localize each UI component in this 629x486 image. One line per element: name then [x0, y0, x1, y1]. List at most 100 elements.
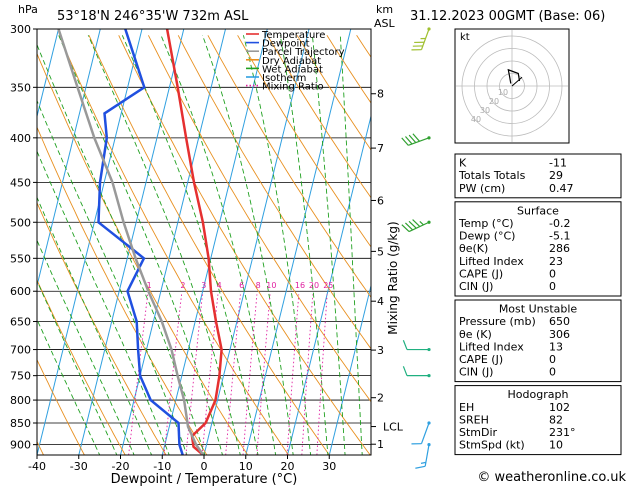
- mixing-ratio-label: 8: [256, 281, 261, 290]
- x-tick-label: -40: [28, 460, 46, 473]
- legend-label: Wet Adiabat: [262, 64, 323, 75]
- legend-label: Temperature: [261, 30, 325, 41]
- wet-adiabat-line: [121, 35, 259, 455]
- km-tick-label: 2: [377, 392, 384, 405]
- hodograph-trace: [507, 68, 521, 84]
- barb-dot: [427, 443, 431, 447]
- dry-adiabat-line: [58, 35, 289, 455]
- wind-barb: [411, 421, 431, 445]
- index-value: 102: [549, 401, 570, 414]
- skewt-axes: 300350400450500550600650700750800850900-…: [10, 23, 404, 473]
- hodograph-ring-label: 20: [489, 97, 499, 106]
- index-label: Temp (°C): [458, 217, 514, 230]
- mixing-ratio-label: 10: [266, 281, 276, 290]
- legend-label: Dry Adiabat: [262, 56, 321, 67]
- km-tick-label: 8: [377, 88, 384, 101]
- barb-dot: [427, 27, 431, 31]
- index-label: θe (K): [459, 328, 492, 341]
- x-tick-label: 30: [322, 460, 336, 473]
- index-value: 10: [549, 439, 563, 452]
- footer-credit: © weatheronline.co.uk: [477, 470, 626, 485]
- hodograph-indices-box-title: Hodograph: [508, 388, 569, 401]
- index-label: K: [459, 157, 467, 170]
- profile-temperature: [165, 29, 223, 455]
- mixing-ratio-line: [256, 294, 271, 455]
- lcl-label: LCL: [383, 421, 404, 434]
- wind-barbs: [401, 27, 431, 469]
- surface-box-title: Surface: [517, 204, 559, 217]
- legend-label: Isotherm: [262, 73, 306, 84]
- y-tick-label: 600: [10, 285, 31, 298]
- index-value: 650: [549, 315, 570, 328]
- wind-barb: [415, 443, 431, 469]
- barb-dot: [427, 374, 431, 378]
- y-tick-label: 550: [10, 252, 31, 265]
- wind-barb: [402, 366, 431, 378]
- asl-label: ASL: [374, 17, 396, 30]
- index-value: -0.2: [549, 217, 570, 230]
- datetime-title: 31.12.2023 00GMT (Base: 06): [410, 9, 605, 24]
- wet-adiabat-line: [37, 43, 206, 455]
- dry-adiabat-line: [147, 35, 371, 403]
- wet-adiabat-line: [37, 318, 101, 455]
- x-tick-label: 10: [239, 460, 253, 473]
- wet-adiabat-line: [242, 35, 312, 455]
- km-tick-label: 1: [377, 438, 384, 451]
- index-label: θe(K): [459, 242, 488, 255]
- mixing-ratio-line: [286, 294, 300, 455]
- barb-flag: [408, 134, 417, 144]
- wind-barb: [402, 340, 431, 352]
- index-label: StmDir: [459, 426, 498, 439]
- barb-half: [419, 220, 424, 226]
- mixing-ratio-line: [225, 294, 241, 455]
- wind-barb: [411, 27, 431, 51]
- most-unstable-box-title: Most Unstable: [499, 303, 578, 316]
- mixing-ratio-label: 25: [323, 281, 333, 290]
- barb-dot: [427, 220, 431, 224]
- isotherm-line: [328, 283, 371, 455]
- skewt-profiles: [57, 29, 223, 455]
- wet-adiabat-line: [279, 35, 329, 455]
- index-value: 23: [549, 255, 563, 268]
- index-value: 306: [549, 328, 570, 341]
- mixing-ratio-label: 16: [295, 281, 305, 290]
- storm-motion-arrow: [511, 76, 523, 87]
- barb-dot: [427, 136, 431, 140]
- index-label: Pressure (mb): [459, 315, 536, 328]
- index-label: Lifted Index: [459, 255, 524, 268]
- mixing-ratio-line: [316, 294, 328, 455]
- mixing-ratio-line: [185, 294, 203, 455]
- y-tick-label: 800: [10, 394, 31, 407]
- index-value: 0: [549, 267, 556, 280]
- wet-adiabat-line: [202, 35, 294, 455]
- hodograph-ring-label: 10: [498, 88, 508, 97]
- x-tick-label: -30: [70, 460, 88, 473]
- mixing-ratio-label: 6: [239, 281, 244, 290]
- wet-adiabat-line: [37, 196, 153, 455]
- index-label: CAPE (J): [459, 267, 503, 280]
- mixing-ratio-label: 4: [217, 281, 222, 290]
- most-unstable-box: [454, 299, 622, 383]
- location-title: 53°18'N 246°35'W 732m ASL: [57, 9, 249, 24]
- barb-flag: [408, 220, 417, 229]
- x-tick-label: -20: [112, 460, 130, 473]
- index-label: CIN (J): [459, 366, 493, 379]
- y-tick-label: 900: [10, 439, 31, 452]
- wet-adiabat-line: [87, 35, 241, 455]
- barb-staff: [420, 28, 430, 50]
- y-tick-label: 750: [10, 370, 31, 383]
- mixing-ratio-label: 3: [201, 281, 206, 290]
- x-tick-label: 0: [201, 460, 208, 473]
- dry-adiabat-line: [37, 126, 208, 455]
- isotherm-line: [203, 29, 310, 455]
- mixing-ratio-line: [242, 294, 258, 455]
- hodograph-kt-label: kt: [460, 32, 470, 43]
- index-label: Lifted Index: [459, 340, 524, 353]
- wind-barb: [401, 219, 431, 233]
- barb-dot: [427, 347, 431, 352]
- dry-adiabat-line: [37, 279, 126, 455]
- index-value: 0: [549, 353, 556, 366]
